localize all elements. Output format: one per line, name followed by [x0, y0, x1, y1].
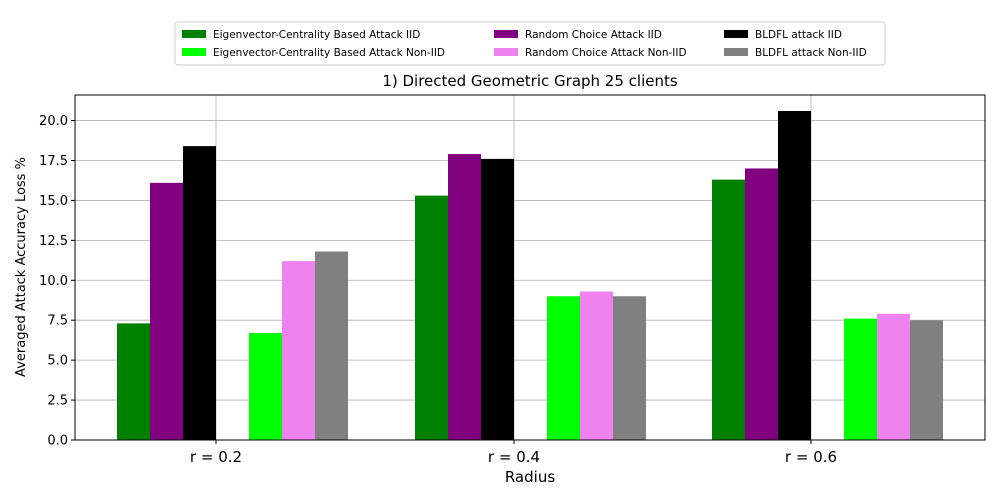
bar-eigenvector-centrality-based-attack-iid-0: [117, 323, 150, 440]
x-axis-label: Radius: [505, 468, 555, 486]
x-tick-label: r = 0.4: [488, 448, 540, 466]
y-tick-label: 5.0: [47, 354, 68, 369]
legend-label: Eigenvector-Centrality Based Attack Non-…: [213, 47, 445, 59]
y-tick-label: 17.5: [39, 154, 68, 169]
bar-random-choice-attack-iid-2: [745, 168, 778, 440]
bar-random-choice-attack-non-iid-0: [282, 261, 315, 440]
legend-swatch: [182, 48, 206, 56]
bar-bldfl-attack-iid-0: [183, 146, 216, 440]
bar-eigenvector-centrality-based-attack-iid-2: [712, 179, 745, 440]
bar-bldfl-attack-iid-2: [778, 110, 811, 440]
plot-frame: [74, 94, 986, 441]
bar-bldfl-attack-non-iid-0: [315, 251, 348, 440]
legend-swatch: [724, 30, 748, 38]
bar-random-choice-attack-iid-1: [448, 154, 481, 440]
bar-eigenvector-centrality-based-attack-non-iid-0: [249, 332, 282, 440]
y-axis-label: Averaged Attack Accuracy Loss %: [14, 157, 29, 377]
legend: Eigenvector-Centrality Based Attack IID E…: [174, 21, 886, 66]
x-axis-ticks: r = 0.2 r = 0.4 r = 0.6: [190, 440, 837, 466]
y-tick-label: 2.5: [47, 394, 68, 409]
bar-bldfl-attack-iid-1: [481, 158, 514, 440]
bar-random-choice-attack-non-iid-2: [877, 313, 910, 440]
legend-swatch: [724, 48, 748, 56]
chart-title: 1) Directed Geometric Graph 25 clients: [382, 72, 678, 90]
bar-bldfl-attack-non-iid-2: [910, 320, 943, 440]
legend-frame: [174, 21, 886, 66]
bar-random-choice-attack-non-iid-1: [580, 291, 613, 440]
legend-label: Eigenvector-Centrality Based Attack IID: [213, 29, 420, 41]
bar-eigenvector-centrality-based-attack-iid-1: [415, 195, 448, 440]
y-tick-label: 15.0: [39, 194, 68, 209]
legend-swatch: [182, 30, 206, 38]
legend-label: Random Choice Attack Non-IID: [525, 47, 687, 59]
y-tick-label: 10.0: [39, 274, 68, 289]
y-axis-ticks: 0.0 2.5 5.0 7.5 10.0 12.5 15.0 17.5 20.0: [39, 114, 75, 449]
x-tick-label: r = 0.6: [785, 448, 837, 466]
legend-label: BLDFL attack Non-IID: [755, 47, 867, 59]
bar-bldfl-attack-non-iid-1: [613, 296, 646, 440]
legend-label: BLDFL attack IID: [755, 29, 842, 41]
y-tick-label: 12.5: [39, 234, 68, 249]
legend-label: Random Choice Attack IID: [525, 29, 662, 41]
y-tick-label: 20.0: [39, 114, 68, 129]
bar-eigenvector-centrality-based-attack-non-iid-2: [844, 318, 877, 440]
x-tick-label: r = 0.2: [190, 448, 242, 466]
y-tick-label: 7.5: [47, 314, 68, 329]
legend-swatch: [494, 48, 518, 56]
bar-random-choice-attack-iid-0: [150, 182, 183, 440]
bar-eigenvector-centrality-based-attack-non-iid-1: [547, 296, 580, 440]
legend-swatch: [494, 30, 518, 38]
bars: [117, 110, 943, 440]
y-tick-label: 0.0: [47, 434, 68, 449]
